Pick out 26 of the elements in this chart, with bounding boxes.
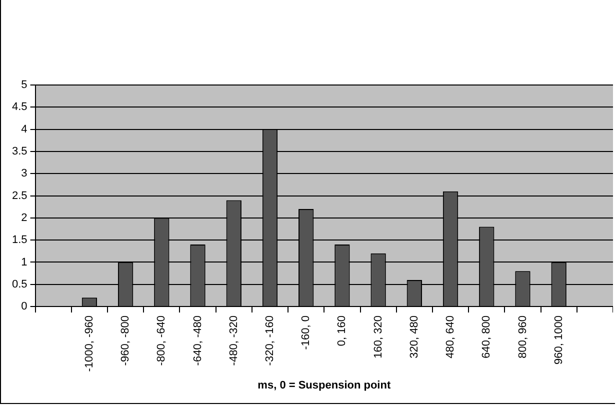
x-tick-label: 960, 1000 <box>552 316 565 364</box>
x-tick-label: 160, 320 <box>372 316 384 358</box>
x-tick-label: -320, -160 <box>264 316 276 366</box>
y-tick-label: 3 <box>21 168 28 180</box>
y-tick-label: 2.5 <box>12 190 28 202</box>
y-tick-label: 2 <box>21 212 28 224</box>
y-tick-label: 0.5 <box>12 278 28 290</box>
y-tick-label: 1 <box>21 256 28 268</box>
x-tick-label: -800, -640 <box>156 316 168 366</box>
x-tick-label: 640, 800 <box>480 316 493 358</box>
x-axis-title: ms, 0 = Suspension point <box>258 379 391 392</box>
x-tick-label: 320, 480 <box>408 316 420 358</box>
y-tick-label: 3.5 <box>12 145 28 158</box>
x-tick-label: -480, -320 <box>228 316 240 366</box>
y-tick-label: 0 <box>21 300 28 313</box>
x-tick-label: -160, 0 <box>300 316 312 350</box>
x-tick-label: 800, 960 <box>516 316 529 358</box>
x-tick-label: -960, -800 <box>120 316 132 366</box>
y-tick-label: 4 <box>21 123 28 136</box>
x-tick-label: 0, 160 <box>336 316 348 346</box>
x-tick-label: -1000, -960 <box>83 316 96 372</box>
y-tick-label: 5 <box>21 79 28 92</box>
y-tick-label: 1.5 <box>12 234 28 246</box>
x-tick-label: 480, 640 <box>444 316 457 358</box>
y-tick-label: 4.5 <box>12 101 28 114</box>
x-tick-label: -640, -480 <box>192 316 204 366</box>
